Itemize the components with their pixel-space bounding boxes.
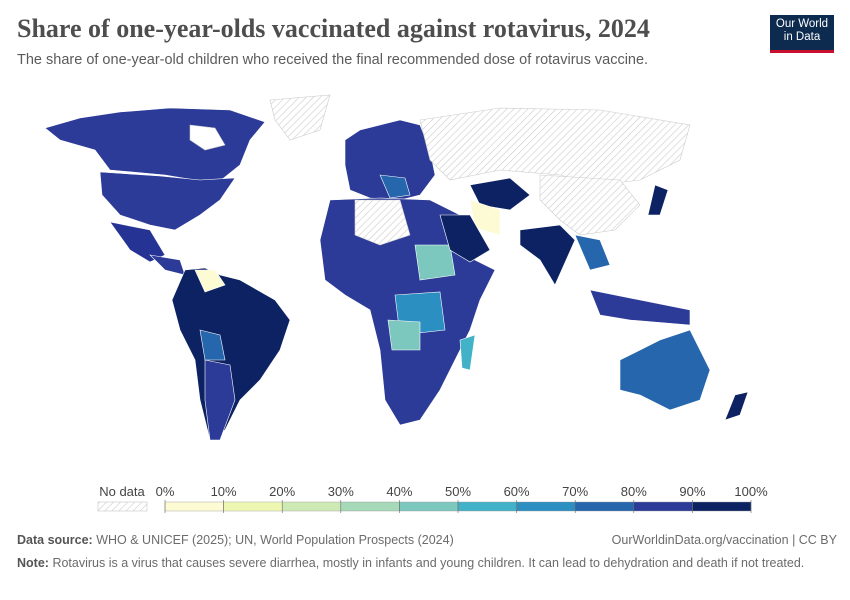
note: Rotavirus is a virus that causes severe …: [52, 556, 805, 570]
country[interactable]: [171, 267, 291, 441]
country[interactable]: [344, 119, 436, 201]
country[interactable]: [204, 359, 236, 441]
country[interactable]: [189, 124, 226, 151]
map: No data 0% 10% 20% 30% 40% 50% 60% 70% 80% 90% 100…: [44, 94, 768, 513]
legend-bin: [516, 501, 576, 512]
country[interactable]: [724, 391, 749, 421]
source-url[interactable]: OurWorldinData.org/vaccination | CC BY: [611, 533, 837, 547]
title: Share of one-year-olds vaccinated agains…: [17, 14, 650, 43]
legend-bin: [164, 501, 224, 512]
legend: No data 0% 10% 20% 30% 40% 50% 60% 70% 80% 90% 100…: [97, 484, 768, 513]
legend-bin: [282, 501, 342, 512]
legend-no-data-swatch: [97, 501, 148, 512]
country[interactable]: [149, 254, 186, 276]
country[interactable]: [194, 269, 226, 293]
countries: [44, 94, 749, 441]
logo-line: in Data: [783, 31, 821, 43]
country[interactable]: [589, 289, 691, 326]
legend-tick-label: 20%: [269, 484, 295, 499]
subtitle: The share of one-year-old children who r…: [17, 52, 649, 68]
legend-tick-label: 40%: [386, 484, 412, 499]
legend-tick-label: 50%: [445, 484, 471, 499]
country[interactable]: [414, 244, 456, 281]
legend-tick-label: 30%: [328, 484, 354, 499]
source-label: Data source:: [17, 533, 93, 547]
legend-tick-label: 90%: [679, 484, 705, 499]
legend-tick-label: 70%: [562, 484, 588, 499]
legend-tick-label: 60%: [504, 484, 530, 499]
legend-bin: [633, 501, 693, 512]
source: WHO & UNICEF (2025); UN, World Populatio…: [96, 533, 454, 547]
legend-bin: [692, 501, 752, 512]
country[interactable]: [574, 234, 611, 271]
legend-bin: [223, 501, 283, 512]
country[interactable]: [379, 174, 411, 199]
country[interactable]: [269, 94, 331, 141]
legend-no-data-label: No data: [99, 484, 145, 499]
country[interactable]: [199, 329, 226, 361]
country[interactable]: [99, 171, 236, 231]
legend-tick-label: 80%: [621, 484, 647, 499]
country[interactable]: [469, 177, 531, 211]
country[interactable]: [439, 214, 491, 263]
legend-bin: [399, 501, 459, 512]
country[interactable]: [647, 184, 669, 216]
country[interactable]: [419, 107, 691, 186]
logo-line: Our World: [775, 18, 829, 30]
country[interactable]: [387, 319, 421, 351]
country[interactable]: [519, 224, 576, 286]
legend-tick-label: 10%: [211, 484, 237, 499]
legend-bin: [340, 501, 400, 512]
legend-tick-label: 0%: [156, 484, 175, 499]
country[interactable]: [539, 174, 641, 236]
legend-bin: [575, 501, 635, 512]
country[interactable]: [619, 329, 711, 411]
logo[interactable]: Our World in Data: [770, 15, 834, 53]
legend-tick-label: 100%: [734, 484, 768, 499]
footer: Data source: WHO & UNICEF (2025); UN, Wo…: [17, 533, 837, 571]
country[interactable]: [469, 199, 501, 236]
country[interactable]: [44, 107, 266, 186]
note-label: Note:: [17, 556, 49, 570]
country[interactable]: [459, 334, 476, 371]
country[interactable]: [354, 199, 411, 246]
legend-bin: [457, 501, 517, 512]
